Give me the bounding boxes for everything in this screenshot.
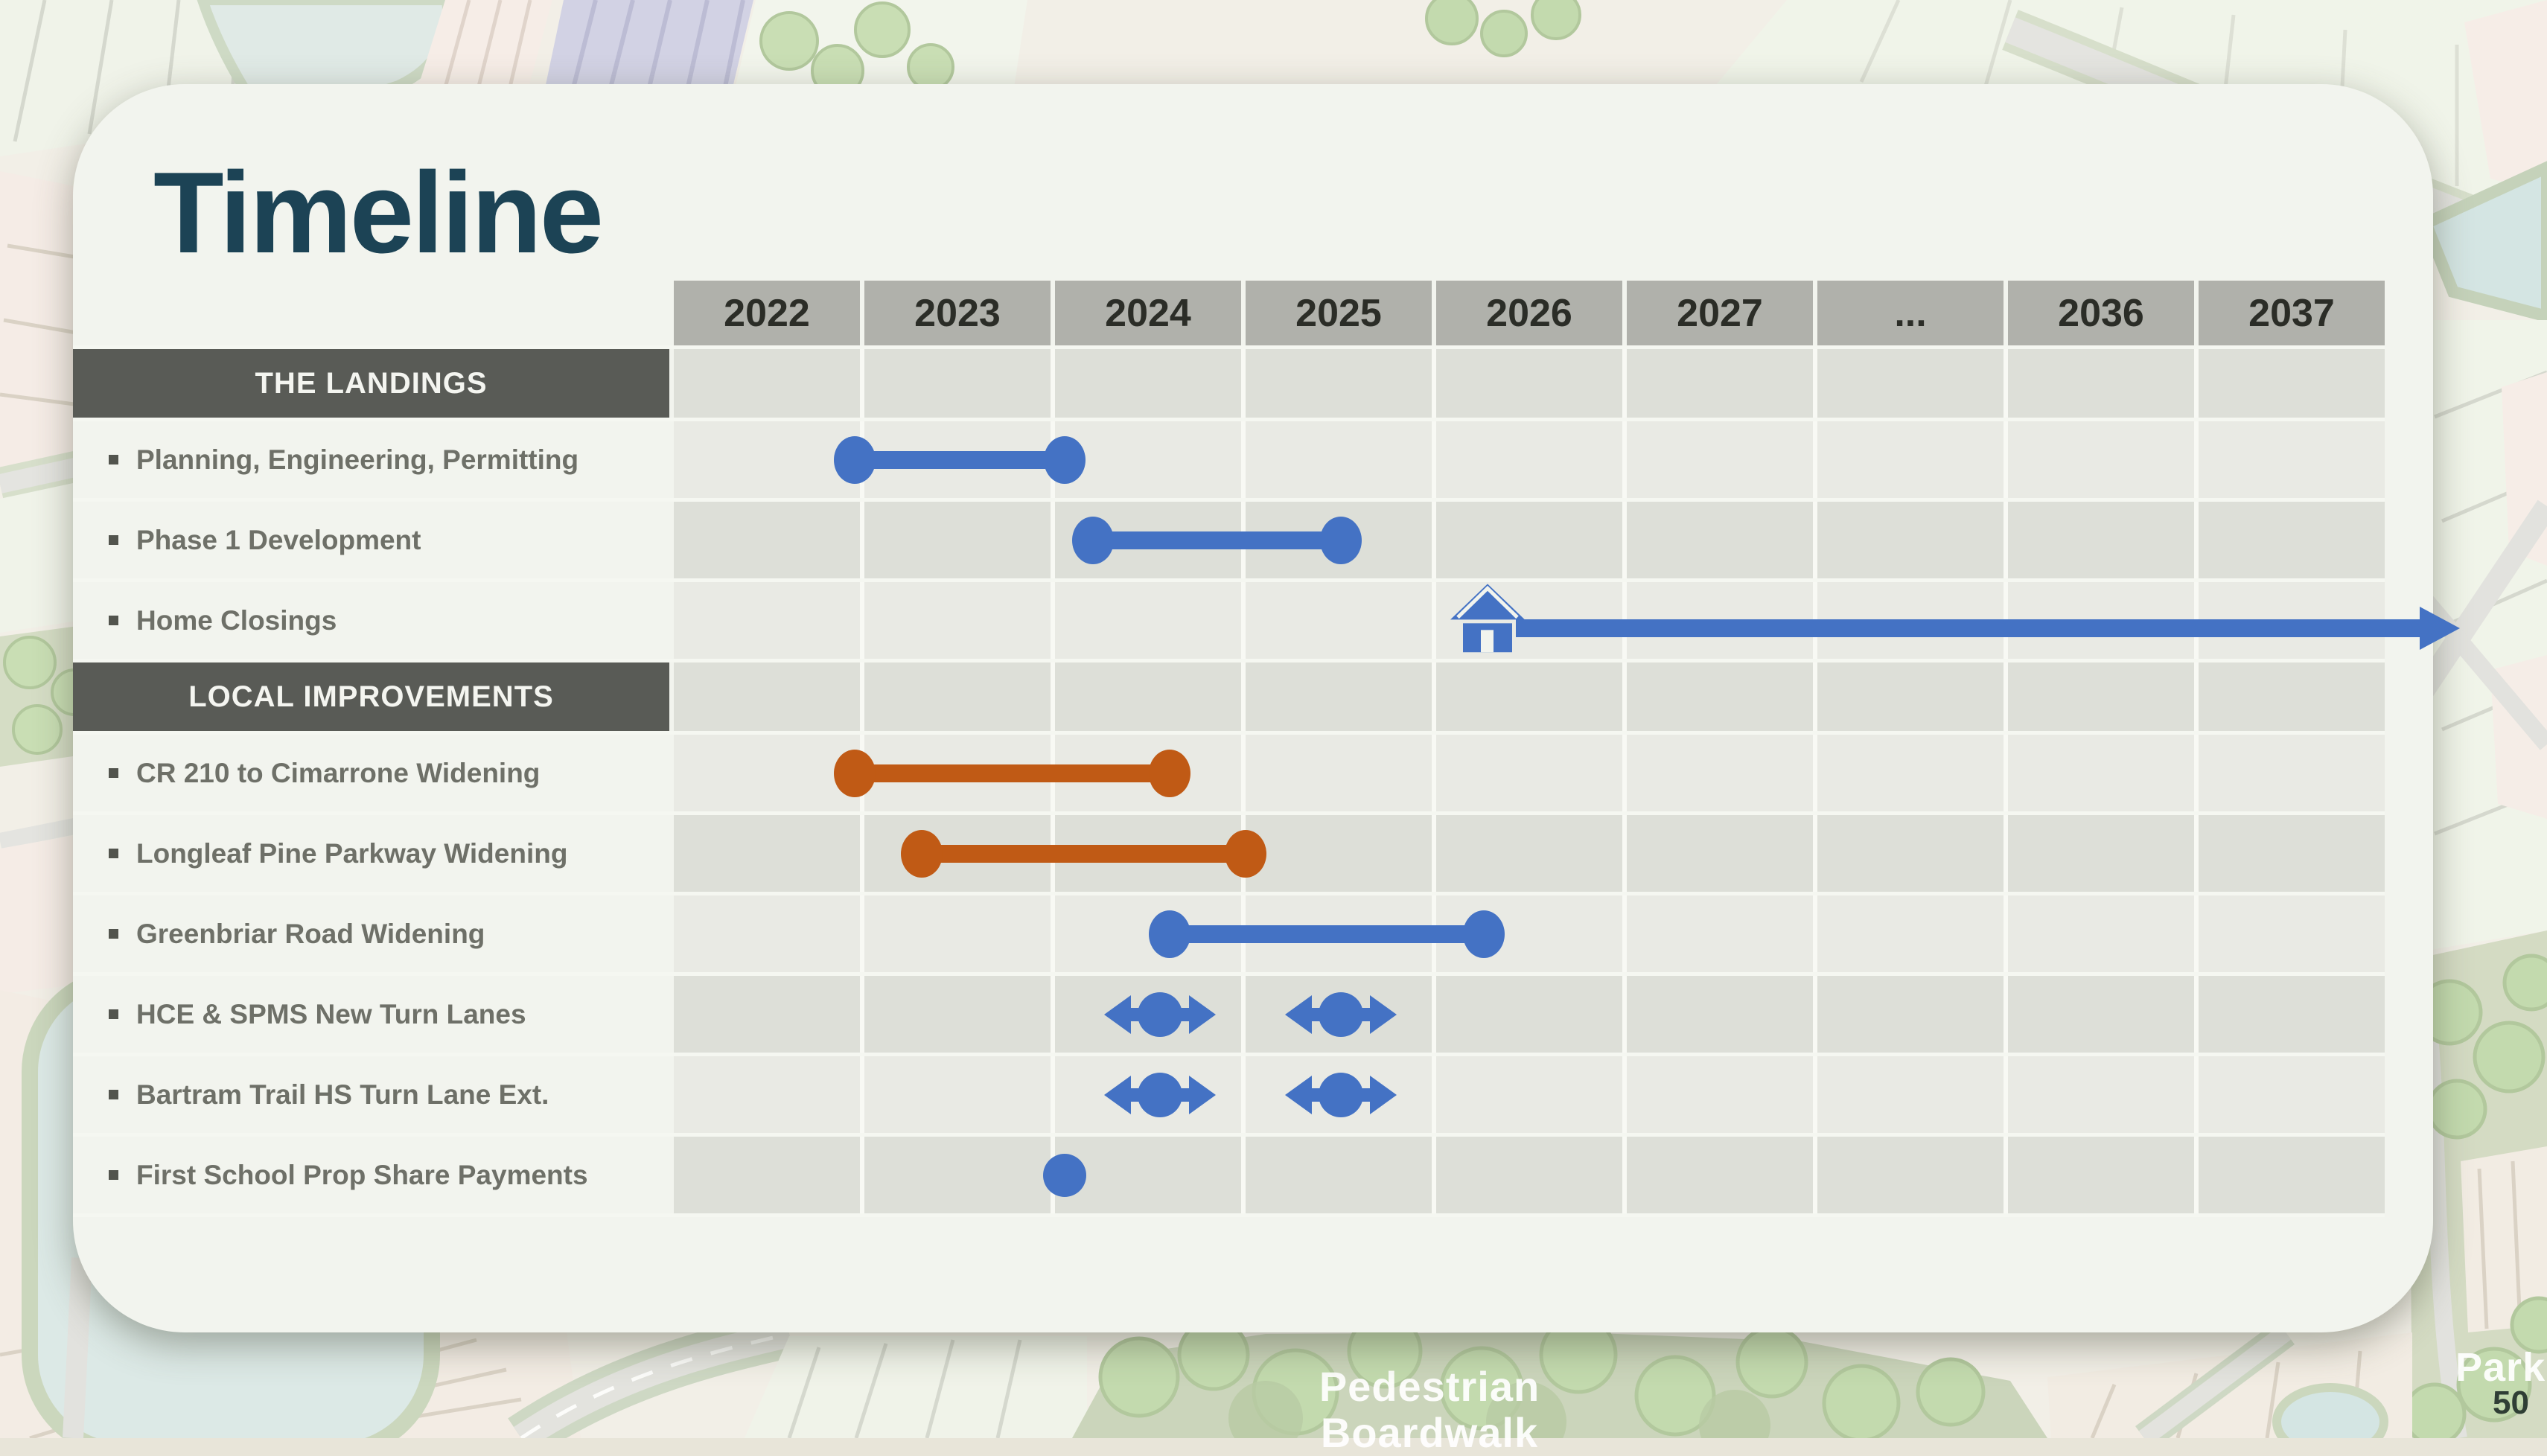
bullet-icon bbox=[109, 849, 118, 858]
task-label: Home Closings bbox=[136, 604, 337, 636]
task-label: HCE & SPMS New Turn Lanes bbox=[136, 998, 526, 1029]
bullet-icon bbox=[109, 1090, 118, 1099]
gantt-bar-cap bbox=[1072, 516, 1115, 564]
slide-card: Timeline 2022 2023 2024 2025 2026 2027... 2036… bbox=[73, 84, 2460, 1332]
bullet-icon bbox=[109, 768, 118, 778]
grid-cell bbox=[669, 349, 2385, 418]
section-row: LOCAL IMPROVEMENTS bbox=[73, 662, 2385, 735]
grid-cell bbox=[669, 895, 2385, 972]
gantt-bar bbox=[855, 764, 1170, 782]
double-arrow-icon bbox=[1103, 991, 1216, 1038]
gantt-bar bbox=[1093, 531, 1341, 549]
task-label-cell: Longleaf Pine Parkway Widening bbox=[73, 815, 669, 892]
grid-cell bbox=[669, 976, 2385, 1053]
gantt-bar bbox=[921, 844, 1246, 863]
task-label-cell: First School Prop Share Payments bbox=[73, 1137, 669, 1213]
gantt-bar-cap bbox=[1148, 910, 1190, 958]
section-label-cell: LOCAL IMPROVEMENTS bbox=[73, 662, 669, 731]
task-label-cell: Planning, Engineering, Permitting bbox=[73, 421, 669, 498]
section-row: THE LANDINGS bbox=[73, 349, 2385, 421]
bullet-icon bbox=[109, 455, 118, 464]
task-label: Phase 1 Development bbox=[136, 524, 421, 555]
task-label: Longleaf Pine Parkway Widening bbox=[136, 837, 568, 869]
house-icon bbox=[1450, 583, 1526, 652]
year-header-cell: 2027 bbox=[1622, 281, 1813, 345]
slide-page-number: 50 bbox=[2493, 1385, 2529, 1421]
year-header-cell: 2037 bbox=[2194, 281, 2385, 345]
slide-title: Timeline bbox=[153, 148, 604, 277]
bullet-icon bbox=[109, 616, 118, 625]
gantt-bar-cap bbox=[1225, 829, 1266, 878]
task-row: Bartram Trail HS Turn Lane Ext. bbox=[73, 1056, 2385, 1137]
bullet-icon bbox=[109, 1009, 118, 1019]
grid-cell bbox=[669, 815, 2385, 892]
year-header-cell: 2024 bbox=[1051, 281, 1241, 345]
task-row: Phase 1 Development bbox=[73, 502, 2385, 582]
task-row: Greenbriar Road Widening bbox=[73, 895, 2385, 976]
task-label: First School Prop Share Payments bbox=[136, 1159, 588, 1190]
task-label-cell: Bartram Trail HS Turn Lane Ext. bbox=[73, 1056, 669, 1133]
task-row: Planning, Engineering, Permitting bbox=[73, 421, 2385, 502]
task-label: CR 210 to Cimarrone Widening bbox=[136, 757, 541, 788]
grid-cell bbox=[669, 502, 2385, 578]
grid-cell bbox=[669, 1137, 2385, 1213]
map-label-park: Park bbox=[2455, 1345, 2546, 1390]
home-closings-arrow-line bbox=[1516, 619, 2422, 637]
task-row: Longleaf Pine Parkway Widening bbox=[73, 815, 2385, 895]
grid-cell bbox=[669, 421, 2385, 498]
task-label-cell: HCE & SPMS New Turn Lanes bbox=[73, 976, 669, 1053]
double-arrow-icon bbox=[1285, 991, 1397, 1038]
milestone-dot bbox=[1042, 1153, 1086, 1197]
task-row: First School Prop Share Payments bbox=[73, 1137, 2385, 1217]
task-label-cell: CR 210 to Cimarrone Widening bbox=[73, 735, 669, 811]
task-row: Home Closings bbox=[73, 582, 2460, 662]
gantt-bar-cap bbox=[1463, 910, 1505, 958]
bullet-icon bbox=[109, 535, 118, 545]
double-arrow-icon bbox=[1103, 1071, 1216, 1119]
gantt-bar bbox=[855, 450, 1065, 469]
section-label-cell: THE LANDINGS bbox=[73, 349, 669, 418]
gantt-bar-cap bbox=[1320, 516, 1362, 564]
bullet-icon bbox=[109, 929, 118, 939]
task-row: HCE & SPMS New Turn Lanes bbox=[73, 976, 2385, 1056]
year-header-cell: ... bbox=[1813, 281, 2004, 345]
task-label: Planning, Engineering, Permitting bbox=[136, 444, 579, 475]
grid-cell bbox=[669, 582, 2460, 659]
header-spacer-cell bbox=[73, 281, 669, 345]
task-label-cell: Greenbriar Road Widening bbox=[73, 895, 669, 972]
gantt-bar-cap bbox=[834, 435, 876, 484]
year-header-cell: 2025 bbox=[1241, 281, 1432, 345]
bullet-icon bbox=[109, 1170, 118, 1180]
year-header-cell: 2022 bbox=[669, 281, 860, 345]
double-arrow-icon bbox=[1285, 1071, 1397, 1119]
grid-cell bbox=[669, 662, 2385, 731]
timeline-table: 2022 2023 2024 2025 2026 2027... 2036 2037 THE L… bbox=[73, 281, 2460, 1217]
task-label-cell: Home Closings bbox=[73, 582, 669, 659]
map-label-pedestrian-boardwalk: Pedestrian Boardwalk bbox=[1251, 1364, 1608, 1456]
gantt-bar-cap bbox=[900, 829, 943, 878]
year-header-cell: 2036 bbox=[2004, 281, 2194, 345]
task-label: Bartram Trail HS Turn Lane Ext. bbox=[136, 1079, 549, 1110]
grid-cell bbox=[669, 735, 2385, 811]
gantt-bar-cap bbox=[834, 749, 876, 797]
gantt-bar-cap bbox=[1148, 749, 1190, 797]
task-label: Greenbriar Road Widening bbox=[136, 918, 485, 949]
task-label-cell: Phase 1 Development bbox=[73, 502, 669, 578]
year-header-cell: 2026 bbox=[1432, 281, 1622, 345]
boardwalk-line1: Pedestrian bbox=[1319, 1363, 1540, 1410]
gantt-bar bbox=[1169, 925, 1484, 943]
arrow-head-icon bbox=[2420, 606, 2460, 650]
grid-cell bbox=[669, 1056, 2385, 1133]
task-row: CR 210 to Cimarrone Widening bbox=[73, 735, 2385, 815]
gantt-bar-cap bbox=[1043, 435, 1086, 484]
boardwalk-line2: Boardwalk bbox=[1320, 1409, 1539, 1456]
year-header-row: 2022 2023 2024 2025 2026 2027... 2036 2037 bbox=[73, 281, 2385, 349]
year-header-cell: 2023 bbox=[860, 281, 1051, 345]
